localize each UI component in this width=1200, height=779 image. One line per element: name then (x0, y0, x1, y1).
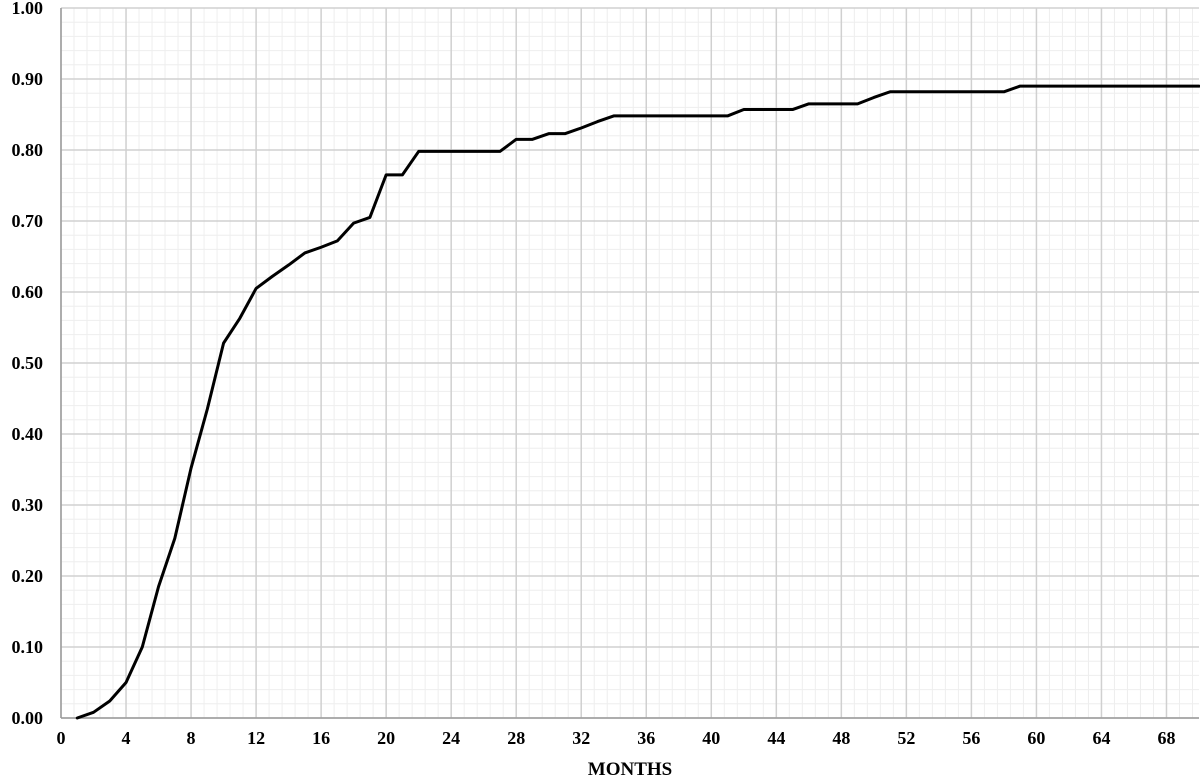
y-tick-label: 0.20 (12, 566, 44, 586)
x-tick-label: 8 (187, 728, 196, 748)
x-tick-label: 52 (897, 728, 915, 748)
x-tick-label: 0 (57, 728, 66, 748)
x-tick-label: 20 (377, 728, 395, 748)
x-tick-label: 68 (1157, 728, 1175, 748)
x-tick-label: 36 (637, 728, 655, 748)
y-tick-label: 0.50 (12, 353, 44, 373)
x-tick-label: 40 (702, 728, 720, 748)
x-tick-label: 28 (507, 728, 525, 748)
x-tick-label: 64 (1092, 728, 1110, 748)
y-tick-label: 0.00 (12, 708, 44, 728)
y-tick-label: 1.00 (12, 0, 44, 18)
major-grid (60, 7, 1199, 719)
x-tick-label: 44 (767, 728, 785, 748)
x-tick-labels: 0 4 8 12 16 20 24 28 32 36 40 44 48 52 56 60 64 68 (57, 728, 1176, 748)
x-tick-label: 24 (442, 728, 460, 748)
y-tick-label: 0.10 (12, 637, 44, 657)
series-group (75, 84, 1200, 720)
y-tick-label: 0.70 (12, 211, 44, 231)
y-tick-label: 0.30 (12, 495, 44, 515)
x-tick-label: 60 (1027, 728, 1045, 748)
x-axis-title: MONTHS (588, 759, 672, 779)
y-tick-label: 0.90 (12, 69, 44, 89)
x-tick-label: 16 (312, 728, 330, 748)
x-tick-label: 12 (247, 728, 265, 748)
series-line (75, 84, 1200, 720)
y-tick-label: 0.40 (12, 424, 44, 444)
y-tick-label: 0.60 (12, 282, 44, 302)
y-tick-labels: 0.00 0.10 0.20 0.30 0.40 0.50 0.60 0.70 0.80 0.90… (12, 0, 44, 728)
x-tick-label: 48 (832, 728, 850, 748)
x-tick-label: 32 (572, 728, 590, 748)
x-tick-label: 4 (122, 728, 131, 748)
x-tick-label: 56 (962, 728, 980, 748)
y-tick-label: 0.80 (12, 140, 44, 160)
axes (60, 8, 1199, 719)
